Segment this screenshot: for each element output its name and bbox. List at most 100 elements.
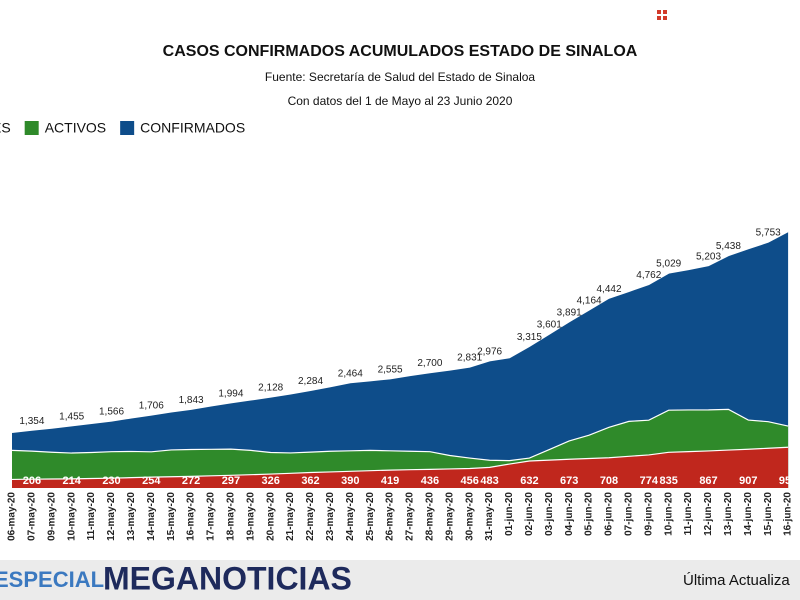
- x-tick-label: 18-may-20: [226, 492, 237, 541]
- x-tick-label: 11-may-20: [86, 492, 97, 541]
- x-tick-label: 16-jun-20: [783, 492, 794, 536]
- value-label: 362: [301, 475, 319, 487]
- footer-section: ESPECIAL: [0, 567, 104, 592]
- legend-swatch: [120, 121, 135, 135]
- value-label: 390: [341, 475, 359, 487]
- value-label: 2,831: [457, 353, 482, 364]
- value-label: 419: [381, 475, 399, 487]
- x-tick-label: 10-may-20: [66, 492, 77, 541]
- x-tick-label: 23-may-20: [325, 492, 336, 541]
- x-tick-label: 19-may-20: [245, 492, 256, 541]
- x-tick-label: 15-jun-20: [763, 492, 774, 536]
- area: [12, 231, 789, 488]
- value-label: 2,976: [477, 346, 502, 357]
- value-label: 1,354: [19, 416, 44, 427]
- value-label: 297: [222, 475, 240, 487]
- x-tick-label: 15-may-20: [166, 492, 177, 541]
- x-tick-label: 16-may-20: [186, 492, 197, 541]
- value-label: 1,566: [99, 407, 124, 418]
- value-label: 206: [23, 475, 41, 487]
- area-outline: [11, 408, 789, 462]
- x-tick-label: 12-may-20: [106, 492, 117, 541]
- value-label: 272: [182, 475, 200, 487]
- x-tick-label: 04-jun-20: [564, 492, 575, 536]
- value-label: 4,442: [596, 284, 621, 295]
- legend-label: CONFIRMADOS: [140, 120, 245, 136]
- value-label: 2,555: [378, 364, 403, 375]
- footer-band: [0, 560, 800, 600]
- x-tick-label: 13-jun-20: [723, 492, 734, 536]
- x-tick-label: 21-may-20: [285, 492, 296, 541]
- legend-label: ACTIVOS: [45, 120, 106, 136]
- value-label: 835: [660, 475, 678, 487]
- x-tick-label: 31-may-20: [484, 492, 495, 541]
- value-label: 907: [739, 475, 757, 487]
- value-label: 230: [102, 475, 120, 487]
- legend-label: ES: [0, 120, 11, 136]
- value-label: 2,284: [298, 376, 323, 387]
- value-label: 632: [520, 475, 538, 487]
- x-tick-label: 06-jun-20: [604, 492, 615, 536]
- x-tick-label: 13-may-20: [126, 492, 137, 541]
- x-tick-label: 05-jun-20: [584, 492, 595, 536]
- value-label: 953: [779, 475, 797, 487]
- x-tick-label: 09-may-20: [46, 492, 57, 541]
- value-label: 483: [480, 475, 498, 487]
- x-tick-label: 10-jun-20: [663, 492, 674, 536]
- x-tick-label: 11-jun-20: [683, 492, 694, 536]
- x-tick-label: 17-may-20: [206, 492, 217, 541]
- value-label: 5,203: [696, 251, 721, 262]
- value-label: 326: [262, 475, 280, 487]
- value-label: 1,994: [218, 388, 243, 399]
- x-tick-label: 27-may-20: [405, 492, 416, 541]
- value-label: 867: [699, 475, 717, 487]
- legend-swatch: [24, 121, 39, 135]
- x-tick-label: 07-jun-20: [624, 492, 635, 536]
- x-tick-label: 07-may-20: [27, 492, 38, 541]
- value-label: 436: [421, 475, 439, 487]
- value-label: 214: [63, 475, 82, 487]
- value-label: 4,164: [577, 296, 602, 307]
- value-label: 456: [461, 475, 479, 487]
- x-tick-label: 22-may-20: [305, 492, 316, 541]
- value-label: 1,706: [139, 401, 164, 412]
- value-label: 708: [600, 475, 618, 487]
- value-label: 2,128: [258, 383, 283, 394]
- x-tick-label: 06-may-20: [7, 492, 18, 541]
- value-label: 673: [560, 475, 578, 487]
- value-label: 1,843: [179, 395, 204, 406]
- footer-update: Última Actualiza: [683, 572, 790, 589]
- x-tick-label: 01-jun-20: [504, 492, 515, 536]
- value-label: 254: [142, 475, 161, 487]
- value-label: 3,601: [537, 320, 562, 331]
- value-label: 5,753: [756, 228, 781, 239]
- value-label: 774: [640, 475, 659, 487]
- x-tick-label: 12-jun-20: [703, 492, 714, 536]
- area: [12, 447, 789, 488]
- x-tick-label: 26-may-20: [385, 492, 396, 541]
- x-tick-label: 02-jun-20: [524, 492, 535, 536]
- value-label: 4,762: [636, 270, 661, 281]
- x-tick-label: 30-may-20: [464, 492, 475, 541]
- corner-icon: [657, 10, 667, 20]
- chart-note: Con datos del 1 de Mayo al 23 Junio 2020: [288, 94, 513, 108]
- chart-title: CASOS CONFIRMADOS ACUMULADOS ESTADO DE S…: [163, 43, 638, 60]
- x-tick-label: 24-may-20: [345, 492, 356, 541]
- area-outline: [11, 446, 789, 481]
- x-tick-label: 25-may-20: [365, 492, 376, 541]
- value-label: 5,029: [656, 259, 681, 270]
- area-outline: [11, 231, 789, 434]
- x-tick-label: 29-may-20: [444, 492, 455, 541]
- x-tick-label: 14-jun-20: [743, 492, 754, 536]
- value-label: 2,700: [417, 358, 442, 369]
- x-tick-label: 03-jun-20: [544, 492, 555, 536]
- x-tick-label: 14-may-20: [146, 492, 157, 541]
- x-tick-label: 20-may-20: [265, 492, 276, 541]
- value-label: 5,438: [716, 241, 741, 252]
- x-tick-label: 28-may-20: [425, 492, 436, 541]
- chart-subtitle: Fuente: Secretaría de Salud del Estado d…: [265, 70, 536, 84]
- x-tick-label: 09-jun-20: [643, 492, 654, 536]
- value-label: 3,891: [557, 307, 582, 318]
- logo: MEGANOTICIAS: [103, 560, 352, 596]
